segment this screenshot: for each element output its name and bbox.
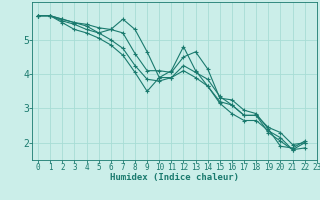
X-axis label: Humidex (Indice chaleur): Humidex (Indice chaleur) bbox=[110, 173, 239, 182]
